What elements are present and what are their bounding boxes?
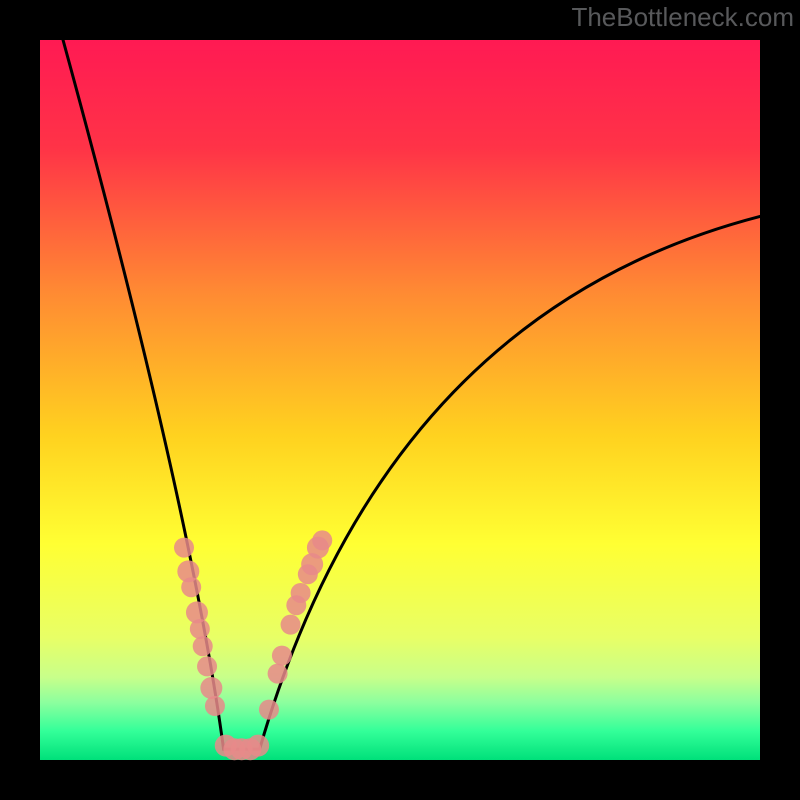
marker-point: [268, 664, 288, 684]
plot-background: [40, 40, 760, 760]
marker-point: [205, 696, 225, 716]
marker-point: [174, 538, 194, 558]
marker-point: [181, 577, 201, 597]
chart-svg: [0, 0, 800, 800]
marker-point: [200, 677, 222, 699]
marker-point: [272, 646, 292, 666]
marker-point: [259, 700, 279, 720]
marker-point: [193, 636, 213, 656]
marker-point: [281, 615, 301, 635]
marker-point: [312, 530, 332, 550]
marker-point: [247, 735, 269, 757]
marker-point: [197, 656, 217, 676]
chart-root: TheBottleneck.com: [0, 0, 800, 800]
marker-point: [291, 583, 311, 603]
marker-point: [190, 619, 210, 639]
